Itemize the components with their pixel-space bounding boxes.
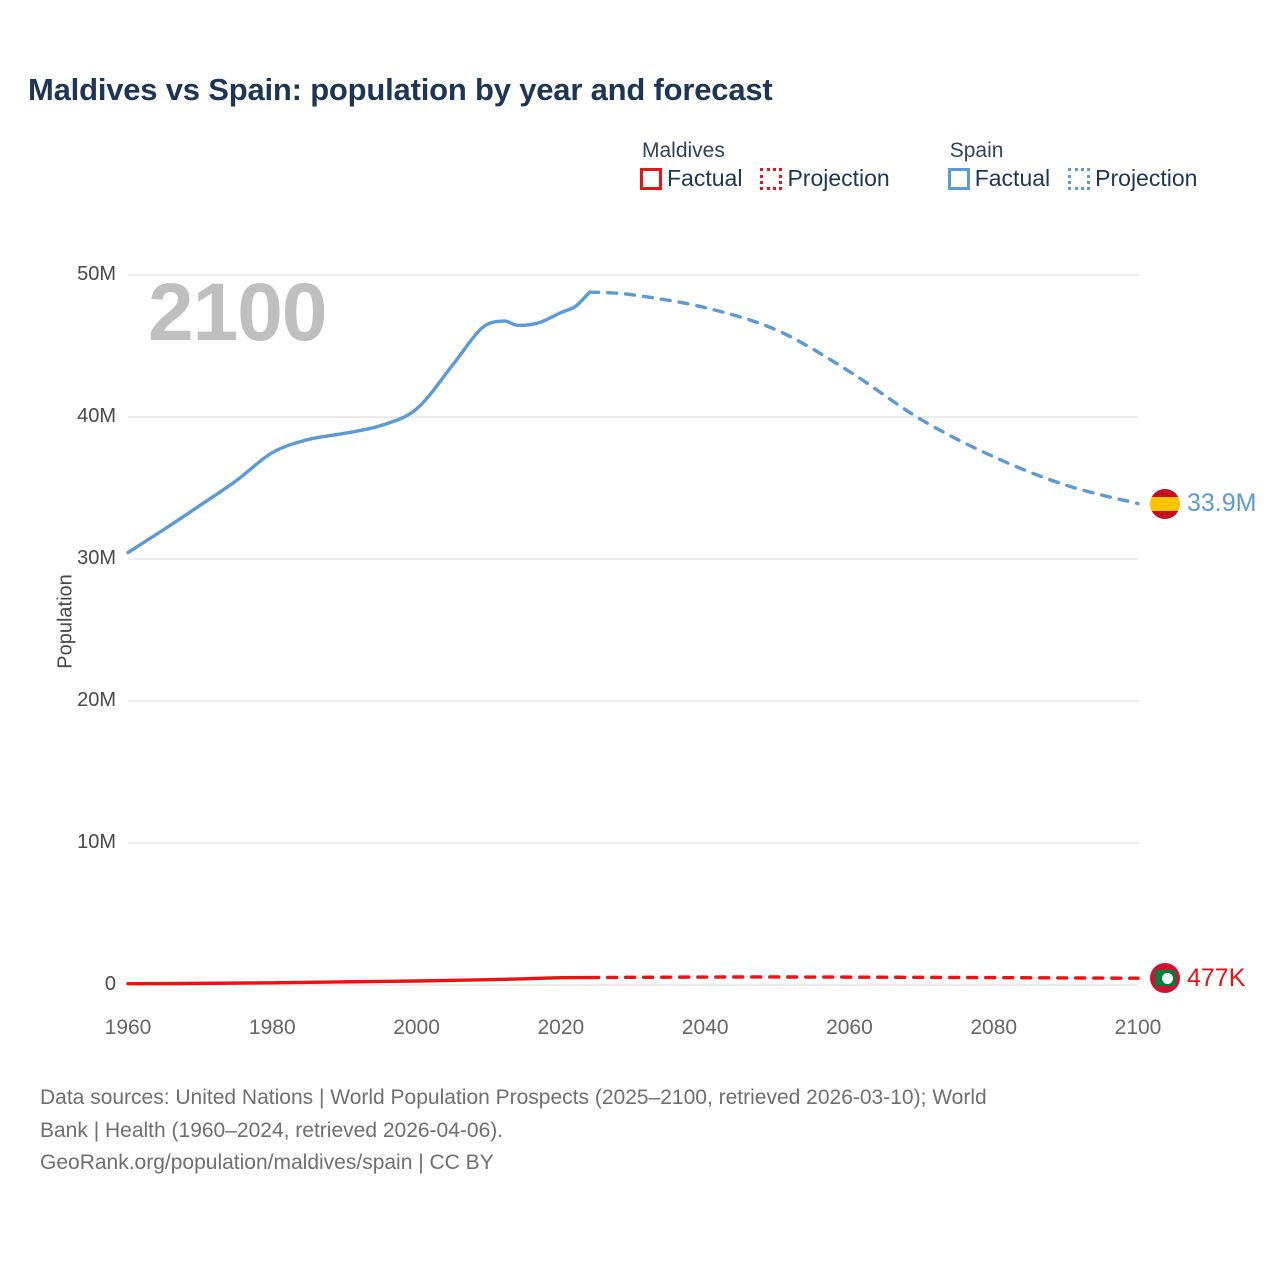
line-spain-projection	[588, 290, 1140, 506]
footer-line-1: Data sources: United Nations | World Pop…	[40, 1086, 987, 1109]
end-label-spain: 33.9M	[1150, 488, 1257, 519]
legend-swatch-dotted-blue-icon	[1068, 167, 1091, 190]
legend-label-maldives-projection: Projection	[787, 165, 890, 191]
legend-swatch-solid-blue-icon	[947, 167, 970, 190]
x-tick-label: 2000	[393, 1016, 440, 1039]
y-tick-text: 20M	[77, 689, 116, 711]
y-tick-text: 0	[104, 973, 116, 995]
legend-label-spain-factual: Factual	[974, 165, 1051, 191]
legend-label-spain-projection: Projection	[1095, 165, 1198, 191]
x-tick-label: 2060	[826, 1016, 873, 1039]
y-tick-text: 50M	[77, 263, 116, 285]
legend-group-maldives: Maldives Factual Projection	[640, 140, 890, 190]
y-tick-text: 30M	[77, 547, 116, 569]
legend-group-title-maldives: Maldives	[642, 139, 725, 162]
spain-flag-icon	[1150, 488, 1180, 519]
x-tick-label: 1960	[104, 1016, 152, 1039]
legend-swatch-dotted-red-icon	[760, 167, 783, 190]
x-tick-label: 2080	[970, 1016, 1018, 1039]
maldives-flag-icon	[1150, 963, 1180, 994]
x-tick-label: 2040	[681, 1016, 729, 1039]
legend-group-spain: Spain Factual Projection	[947, 139, 1197, 191]
legend-item-maldives-projection[interactable]: Projection	[760, 165, 890, 191]
end-value-maldives: 477K	[1187, 963, 1246, 992]
line-maldives-factual	[126, 975, 592, 986]
y-tick-text: 40M	[77, 405, 116, 427]
y-tick-text: 10M	[77, 831, 116, 853]
footer-sources: Data sources: United Nations | World Pop…	[40, 1082, 1240, 1180]
footer-line-3: GeoRank.org/population/maldives/spain | …	[40, 1151, 494, 1175]
end-label-maldives: 477K	[1150, 963, 1246, 994]
legend-item-spain-projection[interactable]: Projection	[1068, 167, 1197, 190]
chart-legend: Maldives Factual Projection Spain Factua…	[640, 140, 1197, 190]
end-value-spain: 33.9M	[1187, 489, 1257, 518]
x-tick-label: 2100	[1114, 1016, 1162, 1039]
legend-group-title-spain: Spain	[949, 139, 1004, 162]
line-maldives-projection	[588, 975, 1140, 980]
legend-swatch-solid-red-icon	[640, 167, 662, 190]
legend-item-maldives-factual[interactable]: Factual	[640, 167, 742, 190]
x-tick-label: 1980	[248, 1016, 296, 1039]
legend-item-spain-factual[interactable]: Factual	[947, 165, 1051, 191]
year-watermark: 2100	[148, 267, 327, 358]
legend-label-maldives-factual: Factual	[667, 165, 743, 191]
footer-line-2: Bank | Health (1960–2024, retrieved 2026…	[40, 1118, 504, 1142]
page-title: Maldives vs Spain: population by year an…	[28, 72, 773, 107]
x-tick-label: 2020	[537, 1016, 585, 1039]
